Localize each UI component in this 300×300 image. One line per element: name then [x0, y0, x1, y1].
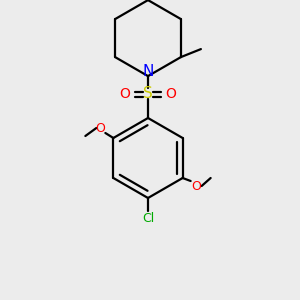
Text: O: O [120, 87, 130, 101]
Text: O: O [192, 179, 202, 193]
Text: S: S [143, 86, 153, 101]
Text: Cl: Cl [142, 212, 154, 226]
Text: O: O [166, 87, 176, 101]
Text: N: N [142, 64, 154, 79]
Text: O: O [95, 122, 105, 134]
